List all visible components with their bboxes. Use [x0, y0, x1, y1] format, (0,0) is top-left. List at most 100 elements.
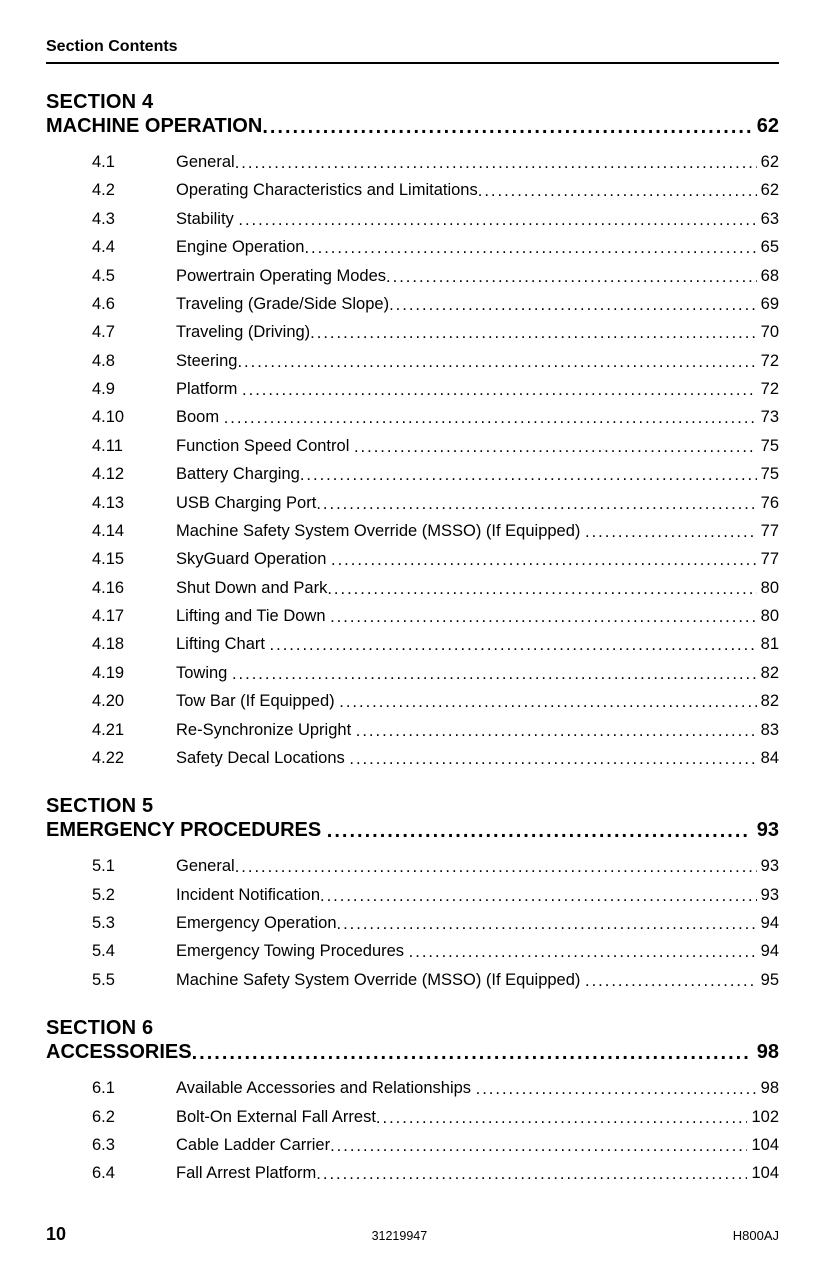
entry-title: Safety Decal Locations	[176, 744, 349, 772]
dot-leader	[476, 1075, 757, 1103]
entry-title: Lifting Chart	[176, 630, 270, 658]
toc-entry: 4.16Shut Down and Park80	[92, 574, 779, 602]
toc-entry: 5.2Incident Notification93	[92, 881, 779, 909]
entry-number: 4.6	[92, 290, 176, 318]
entry-title: Function Speed Control	[176, 432, 354, 460]
entry-title: Shut Down and Park	[176, 574, 327, 602]
dot-leader	[331, 546, 757, 574]
dot-leader	[235, 149, 757, 177]
toc-entry: 6.3Cable Ladder Carrier 104	[92, 1131, 779, 1159]
entry-title: Boom	[176, 403, 224, 431]
entry-number: 4.9	[92, 375, 176, 403]
entry-number: 5.5	[92, 966, 176, 994]
entry-page: 94	[757, 937, 779, 965]
running-head: Section Contents	[46, 38, 779, 64]
toc-entry: 4.10Boom 73	[92, 403, 779, 431]
entry-page: 93	[757, 852, 779, 880]
toc-entry: 4.12Battery Charging75	[92, 460, 779, 488]
entry-number: 4.1	[92, 148, 176, 176]
footer-page-number: 10	[46, 1224, 66, 1245]
dot-leader	[330, 603, 757, 631]
entry-number: 4.22	[92, 744, 176, 772]
dot-leader	[585, 518, 757, 546]
dot-leader	[316, 1160, 747, 1188]
entry-number: 4.4	[92, 233, 176, 261]
entry-number: 5.3	[92, 909, 176, 937]
section-title: EMERGENCY PROCEDURES	[46, 818, 327, 842]
entry-number: 6.4	[92, 1159, 176, 1187]
entry-page: 70	[757, 318, 779, 346]
entry-number: 6.1	[92, 1074, 176, 1102]
entry-title: Fall Arrest Platform	[176, 1159, 316, 1187]
dot-leader	[389, 291, 757, 319]
dot-leader	[192, 1041, 751, 1065]
toc-section: SECTION 6ACCESSORIES986.1Available Acces…	[46, 1016, 779, 1188]
entry-number: 4.13	[92, 489, 176, 517]
entry-title: Platform	[176, 375, 242, 403]
section-title-row: ACCESSORIES98	[46, 1040, 779, 1064]
entry-number: 5.2	[92, 881, 176, 909]
entry-title: Powertrain Operating Modes	[176, 262, 386, 290]
entry-page: 84	[757, 744, 779, 772]
entry-title: Re-Synchronize Upright	[176, 716, 356, 744]
toc-entry: 4.2Operating Characteristics and Limitat…	[92, 176, 779, 204]
entry-title: Tow Bar (If Equipped)	[176, 687, 339, 715]
section-title-row: MACHINE OPERATION62	[46, 114, 779, 138]
toc-entry: 6.2Bolt-On External Fall Arrest 102	[92, 1103, 779, 1131]
dot-leader	[356, 717, 757, 745]
entry-page: 80	[757, 602, 779, 630]
entry-title: Emergency Towing Procedures	[176, 937, 409, 965]
entry-number: 4.11	[92, 432, 176, 460]
entry-page: 75	[757, 460, 779, 488]
entry-page: 81	[757, 630, 779, 658]
section-label: SECTION 4	[46, 90, 779, 114]
entry-title: USB Charging Port	[176, 489, 316, 517]
entry-page: 104	[747, 1159, 779, 1187]
entry-number: 4.17	[92, 602, 176, 630]
entry-number: 4.19	[92, 659, 176, 687]
dot-leader	[232, 660, 757, 688]
toc-entry: 4.22Safety Decal Locations 84	[92, 744, 779, 772]
toc-entry: 4.7Traveling (Driving)70	[92, 318, 779, 346]
toc-entry: 4.18Lifting Chart 81	[92, 630, 779, 658]
entry-number: 4.8	[92, 347, 176, 375]
entry-page: 94	[757, 909, 779, 937]
toc-entry: 4.8Steering72	[92, 347, 779, 375]
entry-title: Emergency Operation	[176, 909, 337, 937]
entry-page: 98	[757, 1074, 779, 1102]
toc-entry: 4.17Lifting and Tie Down 80	[92, 602, 779, 630]
dot-leader	[304, 234, 756, 262]
toc-entry: 5.3Emergency Operation 94	[92, 909, 779, 937]
toc-entry: 4.6Traveling (Grade/Side Slope)69	[92, 290, 779, 318]
section-entries: 4.1General624.2Operating Characteristics…	[46, 148, 779, 772]
entry-title: Operating Characteristics and Limitation…	[176, 176, 478, 204]
dot-leader	[262, 115, 750, 139]
entry-page: 80	[757, 574, 779, 602]
entry-title: Machine Safety System Override (MSSO) (I…	[176, 966, 585, 994]
entry-number: 4.12	[92, 460, 176, 488]
entry-title: Traveling (Grade/Side Slope)	[176, 290, 389, 318]
entry-page: 83	[757, 716, 779, 744]
dot-leader	[330, 1132, 747, 1160]
entry-page: 62	[757, 176, 779, 204]
section-label: SECTION 6	[46, 1016, 779, 1040]
dot-leader	[585, 967, 757, 995]
toc-section: SECTION 5EMERGENCY PROCEDURES 935.1Gener…	[46, 794, 779, 994]
entry-page: 62	[757, 148, 779, 176]
dot-leader	[349, 745, 756, 773]
page-footer: 10 31219947 H800AJ	[46, 1224, 779, 1245]
footer-doc-number: 31219947	[66, 1229, 733, 1243]
dot-leader	[327, 819, 751, 843]
entry-page: 82	[757, 687, 779, 715]
toc-entry: 4.15SkyGuard Operation 77	[92, 545, 779, 573]
dot-leader	[386, 263, 757, 291]
entry-page: 63	[757, 205, 779, 233]
toc-section: SECTION 4MACHINE OPERATION62 4.1General62…	[46, 90, 779, 772]
page: Section Contents SECTION 4MACHINE OPERAT…	[0, 0, 825, 1275]
entry-number: 4.18	[92, 630, 176, 658]
section-title-row: EMERGENCY PROCEDURES 93	[46, 818, 779, 842]
entry-page: 95	[757, 966, 779, 994]
entry-title: Machine Safety System Override (MSSO) (I…	[176, 517, 585, 545]
toc-entry: 4.3Stability 63	[92, 205, 779, 233]
section-page: 62	[751, 114, 779, 138]
